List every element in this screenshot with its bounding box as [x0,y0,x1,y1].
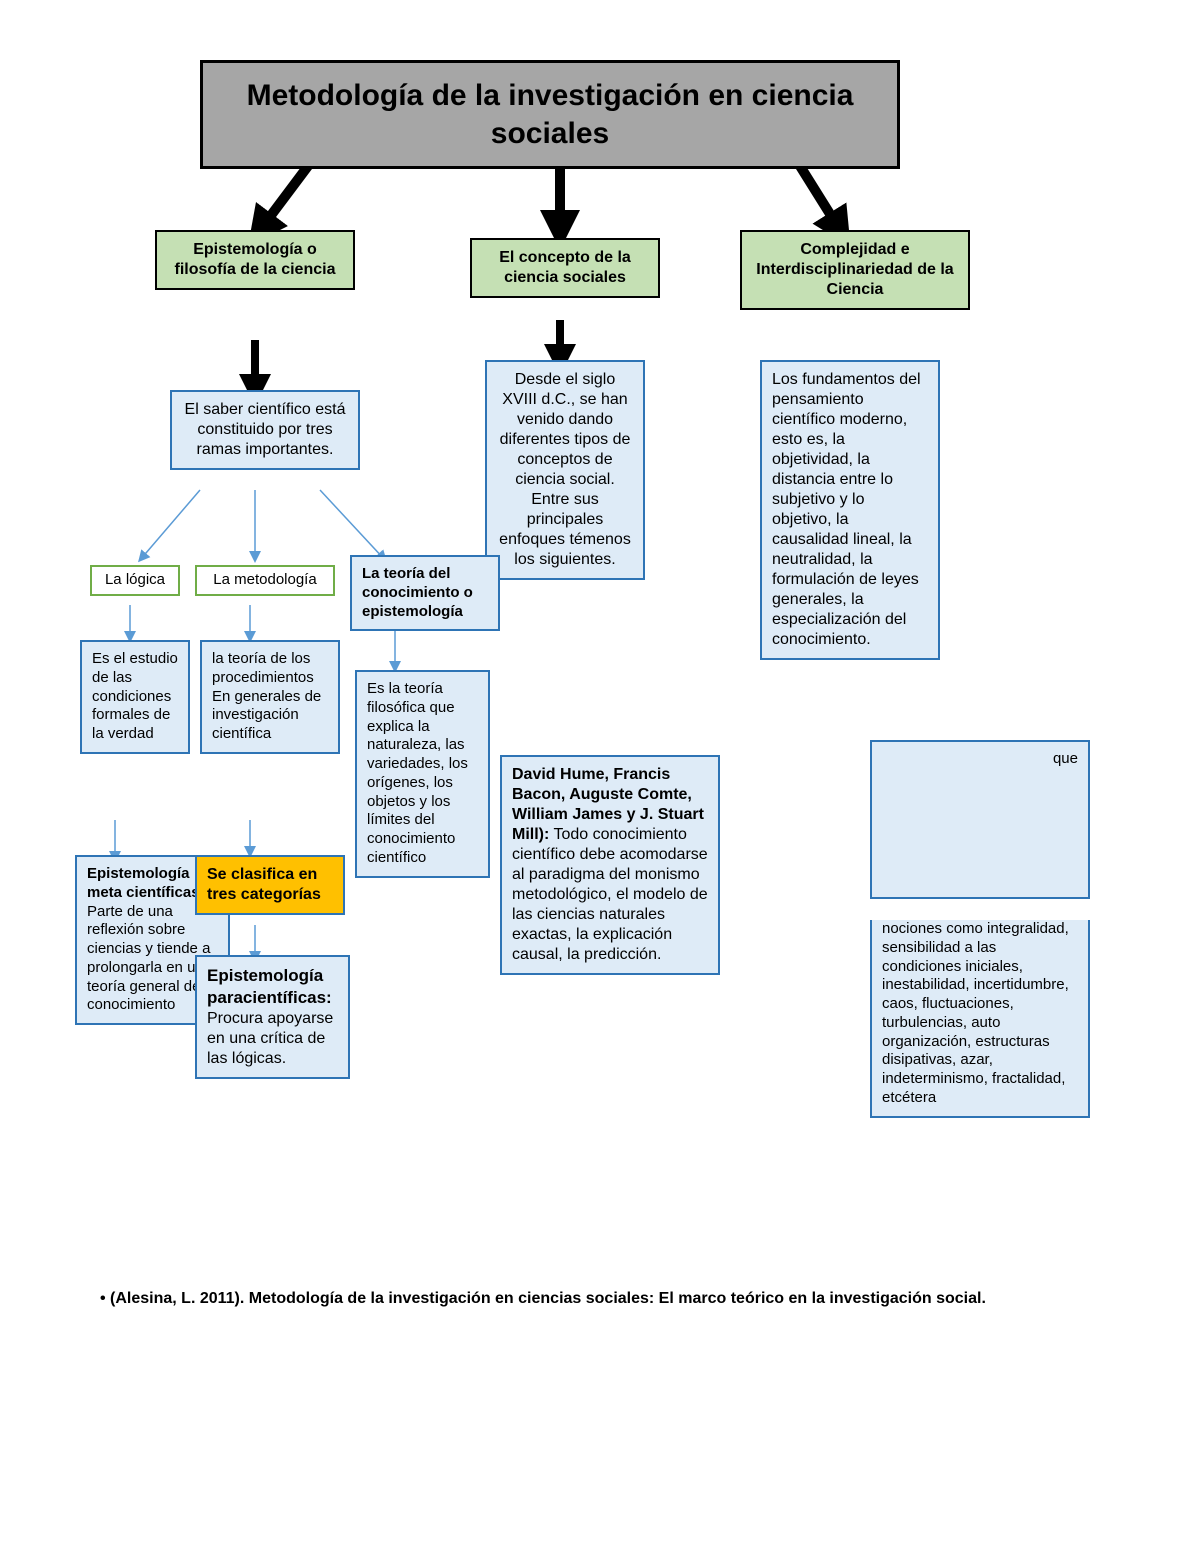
diagram-canvas: Metodología de la investigación en cienc… [0,0,1200,1553]
center-intro: Desde el siglo XVIII d.C., se han venido… [485,360,645,580]
metodologia-label: La metodología [195,565,335,596]
left-intro: El saber científico está constituido por… [170,390,360,470]
clasifica-box: Se clasifica en tres categorías [195,855,345,915]
meta-title: Epistemología meta científicas: [87,865,205,901]
para-title: Epistemología paracientíficas: [207,966,332,1007]
logica-desc: Es el estudio de las condiciones formale… [80,640,190,754]
metodologia-desc: la teoría de los procedimientos En gener… [200,640,340,754]
branch-right-header: Complejidad e Interdisciplinariedad de l… [740,230,970,310]
right-fundamentos: Los fundamentos del pensamiento científi… [760,360,940,660]
center-authors: David Hume, Francis Bacon, Auguste Comte… [500,755,720,975]
branch-left-header: Epistemología o filosofía de la ciencia [155,230,355,290]
meta-desc: Parte de una reflexión sobre ciencias y … [87,903,212,1014]
citation: • (Alesina, L. 2011). Metodología de la … [100,1290,1060,1308]
branch-center-header: El concepto de la ciencia sociales [470,238,660,298]
title-box: Metodología de la investigación en cienc… [200,60,900,169]
authors-desc: Todo conocimiento científico debe acomod… [512,826,708,963]
para-desc: Procura apoyarse en una crítica de las l… [207,1010,333,1067]
paracientificas: Epistemología paracientíficas: Procura a… [195,955,350,1079]
right-nociones-back: que [870,740,1090,899]
nociones-partial: que [882,750,1078,889]
right-nociones: nociones como integralidad, sensibilidad… [870,920,1090,1118]
teoria-desc: Es la teoría filosófica que explica la n… [355,670,490,878]
logica-label: La lógica [90,565,180,596]
teoria-label: La teoría del conocimiento o epistemolog… [350,555,500,631]
